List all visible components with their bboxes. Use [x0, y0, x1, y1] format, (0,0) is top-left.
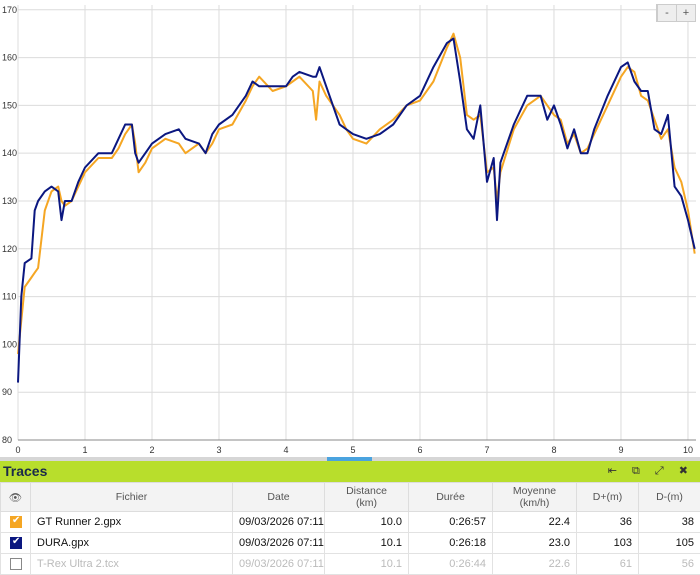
table-cell: 23.0 [493, 533, 577, 554]
y-tick-label: 100 [2, 339, 17, 349]
y-tick-label: 130 [2, 196, 17, 206]
x-tick-label: 0 [15, 445, 20, 455]
table-cell: GT Runner 2.gpx [31, 512, 233, 533]
table-cell: 61 [577, 554, 639, 575]
table-cell: 10.1 [325, 533, 409, 554]
x-tick-label: 2 [149, 445, 154, 455]
y-tick-label: 90 [2, 387, 12, 397]
y-tick-label: 160 [2, 53, 17, 63]
table-cell: 22.4 [493, 512, 577, 533]
table-cell: 105 [639, 533, 700, 554]
table-cell: 09/03/2026 07:11 [233, 533, 325, 554]
check-mark: ✔ [12, 536, 20, 547]
x-tick-label: 10 [683, 445, 693, 455]
zoom-controls: - + [656, 4, 696, 22]
zoom-in-button[interactable]: + [676, 5, 695, 21]
visibility-checkbox[interactable] [10, 558, 22, 570]
visibility-checkbox[interactable]: ✔ [10, 537, 22, 549]
table-cell: 09/03/2026 07:11 [233, 512, 325, 533]
column-header: Distance (km) [325, 483, 409, 512]
table-cell: T-Rex Ultra 2.tcx [31, 554, 233, 575]
column-header: D+(m) [577, 483, 639, 512]
panel-icons[interactable]: ⇤ ⧉ ⤢ ✖ [608, 464, 694, 478]
x-tick-label: 6 [417, 445, 422, 455]
y-tick-label: 150 [2, 100, 17, 110]
panel-header: Traces ⇤ ⧉ ⤢ ✖ [0, 461, 700, 482]
table-cell: 56 [639, 554, 700, 575]
column-header: Durée [409, 483, 493, 512]
table-cell: 38 [639, 512, 700, 533]
visibility-checkbox[interactable]: ✔ [10, 516, 22, 528]
zoom-out-button[interactable]: - [657, 5, 676, 21]
series-line [18, 34, 695, 354]
table-cell: 0:26:18 [409, 533, 493, 554]
table-cell: 0:26:44 [409, 554, 493, 575]
visibility-header: 👁 [1, 483, 31, 512]
column-header: Moyenne (km/h) [493, 483, 577, 512]
table-cell: DURA.gpx [31, 533, 233, 554]
x-tick-label: 5 [350, 445, 355, 455]
series-line [18, 39, 695, 383]
panel-title: Traces [3, 463, 47, 479]
x-tick-label: 9 [618, 445, 623, 455]
x-tick-label: 8 [551, 445, 556, 455]
checkbox-cell: ✔ [1, 512, 31, 533]
chart: 80 90 100 110 120 130 140 150 160 170 0 1 2 3 4 5 6 7 8 9 10 [0, 0, 700, 457]
checkbox-cell [1, 554, 31, 575]
x-tick-label: 1 [82, 445, 87, 455]
column-header: Date [233, 483, 325, 512]
y-tick-label: 170 [2, 5, 17, 15]
column-header: Fichier [31, 483, 233, 512]
table-cell: 10.0 [325, 512, 409, 533]
x-tick-label: 3 [216, 445, 221, 455]
y-tick-label: 120 [2, 244, 17, 254]
y-tick-label: 110 [2, 292, 16, 302]
x-tick-label: 7 [484, 445, 489, 455]
x-tick-label: 4 [283, 445, 288, 455]
table-cell: 09/03/2026 07:11 [233, 554, 325, 575]
y-tick-label: 140 [2, 148, 17, 158]
y-tick-label: 80 [2, 435, 12, 445]
table-cell: 103 [577, 533, 639, 554]
table-cell: 10.1 [325, 554, 409, 575]
table-cell: 0:26:57 [409, 512, 493, 533]
column-header: D-(m) [639, 483, 700, 512]
table-cell: 36 [577, 512, 639, 533]
check-mark: ✔ [12, 515, 20, 526]
checkbox-cell: ✔ [1, 533, 31, 554]
table-cell: 22.6 [493, 554, 577, 575]
